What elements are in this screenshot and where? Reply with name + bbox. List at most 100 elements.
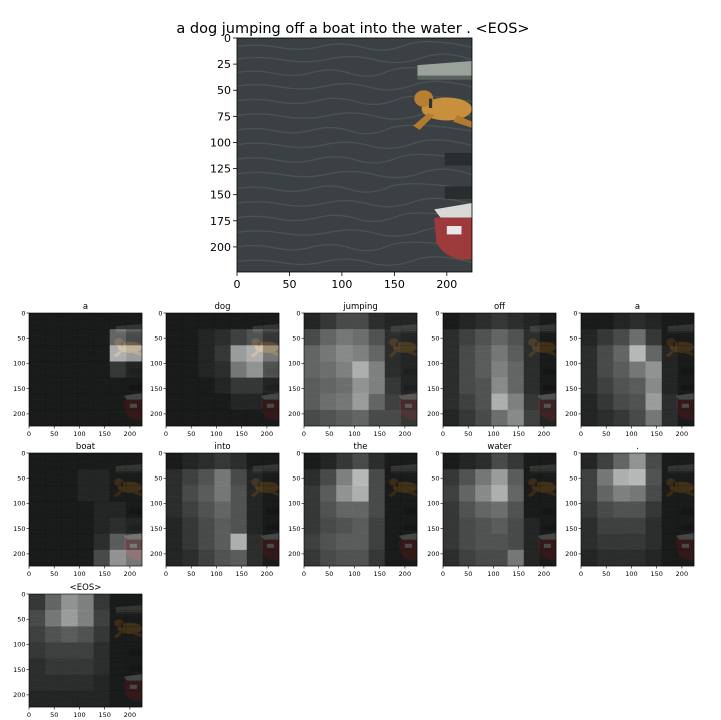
attention-cell [125,453,143,470]
attention-cell [491,393,508,411]
panel-xtick-label: 100 [625,570,637,578]
panel-ytick-label: 50 [569,475,577,483]
attention-cell [352,453,369,470]
attention-cell [29,610,46,627]
attention-cell [93,469,111,486]
attention-cell [443,501,460,518]
attention-cell [613,501,630,518]
main-ytick-label: 200 [210,241,231,254]
attention-cell [29,658,46,676]
attention-cell [320,549,337,567]
attention-cell [443,361,460,378]
attention-cell [507,377,525,395]
attention-cell [109,393,127,411]
attention-cell [581,549,598,567]
attention-cell [459,361,476,378]
attention-cell [61,313,78,330]
attention-cell [539,549,557,567]
panel-xtick-label: 50 [602,570,610,578]
attention-cell [443,453,460,470]
attention-cell [443,313,460,330]
attention-cell [539,469,557,486]
attention-cell [523,469,541,486]
attention-cell [613,329,630,346]
attention-cell [613,469,630,486]
attention-cell [539,377,557,395]
panel-xtick-label: 50 [187,570,195,578]
attention-cell [336,329,353,346]
attention-cell [230,485,248,502]
panel-xtick-label: 200 [124,430,136,438]
attention-cell [198,313,215,330]
panel-xtick-label: 100 [210,570,222,578]
panel-xtick-label: 0 [579,430,583,438]
attention-cell [661,517,679,535]
panel-ytick-label: 200 [13,691,25,699]
attention-cell [29,377,46,395]
attention-cell [109,501,127,518]
panel-word-label: a [635,302,640,312]
attention-cell [475,517,492,535]
panel-ytick-label: 150 [150,385,162,393]
attention-cell [661,393,679,411]
attention-cell [61,674,78,692]
attention-cell [246,517,264,535]
attention-cell [581,377,598,395]
panel-xtick-label: 200 [399,570,411,578]
attention-cell [166,549,183,567]
attention-cell [93,313,111,330]
panel-ytick-label: 50 [431,475,439,483]
attention-cell [166,453,183,470]
attention-cell [125,469,143,486]
panel-xtick-label: 150 [235,430,247,438]
attention-cell [491,517,508,535]
panel-xtick-label: 0 [27,430,31,438]
attention-cell [597,517,614,535]
attention-cell [507,409,525,427]
attention-cell [613,313,630,330]
attention-cell [61,690,78,708]
attention-cell [384,329,402,346]
panel-xtick-label: 100 [210,430,222,438]
attention-cell [629,393,646,411]
attention-cell [166,377,183,395]
attention-cell [93,626,111,643]
attention-cell [61,453,78,470]
attention-cell [400,393,418,411]
attention-cell [368,517,386,535]
attention-cell [629,469,646,486]
panel-xtick-label: 200 [124,711,136,719]
panel-xtick-label: 50 [464,570,472,578]
attention-cell [507,469,525,486]
attention-cell [677,329,695,346]
attention-cell [661,345,679,362]
main-xtick-label: 200 [436,278,457,291]
attention-cell [166,313,183,330]
panel-xtick-label: 150 [235,570,247,578]
panel-xtick-label: 0 [27,711,31,719]
attention-cell [198,485,215,502]
attention-cell [661,485,679,502]
attention-cell [661,409,679,427]
attention-cell [629,345,646,362]
attention-cell [507,501,525,518]
attention-cell [29,642,46,659]
attention-cell [125,658,143,676]
attention-cell [491,469,508,486]
attention-cell [661,453,679,470]
attention-cell [459,549,476,567]
attention-cell [93,517,111,535]
attention-cell [166,409,183,427]
attention-cell [336,393,353,411]
attention-panel: a 0 50 100 150 200 0 50 100 150 200 [565,302,695,438]
attention-panel: . 0 50 100 150 200 0 50 100 150 200 [565,442,695,578]
attention-cell [677,501,695,518]
attention-cell [230,409,248,427]
attention-cell [384,361,402,378]
main-ytick-label: 25 [217,58,231,71]
attention-cell [304,345,321,362]
attention-cell [368,533,386,551]
panel-ytick-label: 100 [427,360,439,368]
attention-cell [491,313,508,330]
